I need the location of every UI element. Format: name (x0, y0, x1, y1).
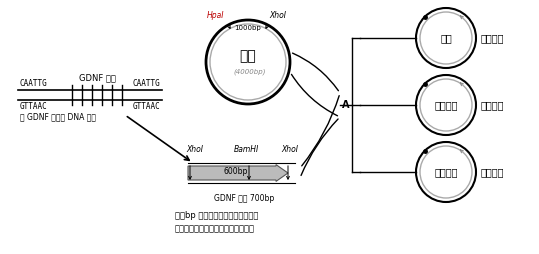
Text: 600bp: 600bp (224, 167, 248, 176)
Text: 段上的小箭号示相关限制酶的酶切点: 段上的小箭号示相关限制酶的酶切点 (175, 225, 255, 233)
Text: 载体: 载体 (240, 49, 257, 63)
Text: 载体: 载体 (440, 33, 452, 43)
Text: 载体自连: 载体自连 (481, 33, 505, 43)
Text: CAATTG: CAATTG (132, 79, 160, 88)
Text: (4000bp): (4000bp) (234, 69, 266, 75)
Text: GTTAAC: GTTAAC (20, 102, 48, 111)
Text: 含 GDNF 基因的 DNA 片段: 含 GDNF 基因的 DNA 片段 (20, 112, 96, 121)
Text: 1000bp: 1000bp (234, 25, 261, 31)
Text: 反向连接: 反向连接 (481, 167, 505, 177)
Text: BamHI: BamHI (233, 145, 259, 154)
Text: XhoI: XhoI (270, 11, 287, 20)
Text: 注：bp 表示碱基对，载体和基因片: 注：bp 表示碱基对，载体和基因片 (175, 211, 258, 219)
Text: 正向连接: 正向连接 (481, 100, 505, 110)
Text: GDNF 基因 700bp: GDNF 基因 700bp (214, 194, 274, 203)
Text: XhoI: XhoI (186, 145, 203, 154)
Text: 重组载体: 重组载体 (434, 100, 458, 110)
Text: 重组载体: 重组载体 (434, 167, 458, 177)
Text: XhoI: XhoI (281, 145, 298, 154)
Text: CAATTG: CAATTG (20, 79, 48, 88)
Text: HpaI: HpaI (207, 11, 224, 20)
Text: A: A (342, 100, 349, 110)
Text: GDNF 基因: GDNF 基因 (79, 73, 115, 83)
Text: GTTAAC: GTTAAC (132, 102, 160, 111)
FancyArrow shape (188, 165, 288, 181)
